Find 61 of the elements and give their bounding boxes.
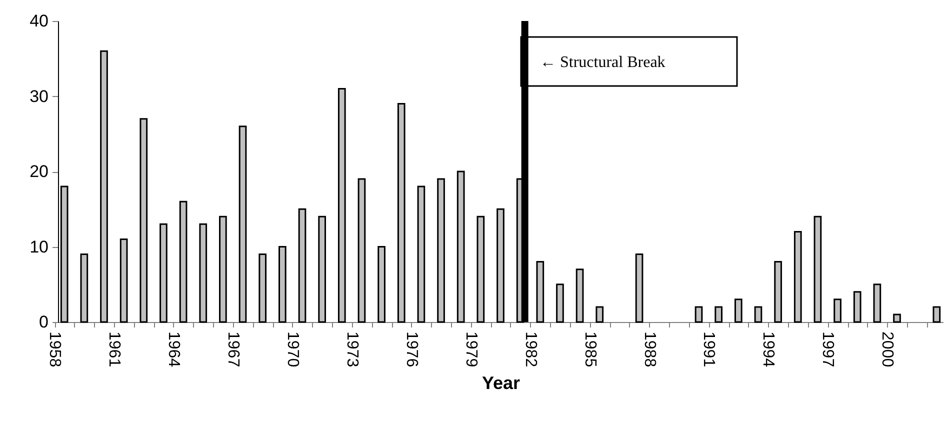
x-tick-label: 1964: [164, 332, 182, 368]
x-tick-label: 1961: [105, 332, 122, 368]
bar: [596, 306, 604, 323]
x-tick-label: 1994: [760, 332, 777, 368]
bar: [238, 126, 247, 323]
bar: [199, 223, 208, 323]
bar: [794, 230, 802, 323]
bar: [576, 268, 584, 323]
annotation: ← Structural Break: [540, 54, 666, 71]
bar: [932, 306, 941, 323]
bar: [496, 208, 504, 323]
bar: [120, 238, 128, 323]
bar: [417, 186, 426, 323]
bar: [893, 314, 901, 323]
x-tick-label: 1991: [700, 332, 718, 368]
bar: [437, 178, 445, 323]
x-tick-label: 1988: [640, 332, 658, 368]
bar: [80, 254, 88, 323]
bar: [140, 118, 148, 323]
x-tick-label: 1973: [343, 332, 360, 368]
x-tick-label: 1982: [522, 332, 539, 368]
bar: [160, 223, 168, 323]
y-tick-label: 0: [39, 312, 48, 332]
bar: [476, 216, 485, 323]
x-tick-label: 1997: [819, 332, 836, 368]
x-tick-label: 1985: [581, 332, 598, 368]
bar: [774, 261, 782, 323]
bar: [219, 216, 227, 323]
bar: [714, 306, 722, 323]
bar: [873, 284, 882, 323]
x-tick-label: 1967: [224, 332, 242, 368]
bar: [278, 246, 286, 323]
bar: [456, 170, 465, 323]
x-tick-label: 1970: [284, 332, 301, 368]
bar: [556, 284, 564, 323]
x-axis-title: Year: [482, 373, 520, 394]
bar: [536, 261, 544, 323]
bar: [754, 306, 762, 323]
y-tick-label: 30: [30, 86, 48, 106]
bar: [635, 254, 644, 323]
y-tick-label: 20: [30, 162, 48, 181]
x-tick-label: 1979: [462, 332, 480, 368]
bar: [100, 50, 108, 323]
bar: [397, 103, 406, 323]
x-tick-label: 1976: [402, 332, 420, 368]
bar: [834, 298, 842, 323]
x-tick-label: 1958: [46, 332, 64, 368]
bar: [179, 200, 188, 323]
bar: [853, 291, 862, 323]
y-tick-label: 10: [30, 237, 48, 256]
bar: [318, 216, 326, 323]
bar: [258, 254, 267, 323]
bar: [734, 298, 742, 323]
bar: [694, 306, 703, 323]
y-tick-label: 40: [30, 12, 48, 30]
bar: [338, 88, 346, 323]
bar: [298, 208, 306, 323]
bar: [378, 246, 386, 323]
x-tick-label: 2000: [878, 332, 896, 368]
bar: [814, 216, 822, 323]
bar: [358, 178, 366, 323]
